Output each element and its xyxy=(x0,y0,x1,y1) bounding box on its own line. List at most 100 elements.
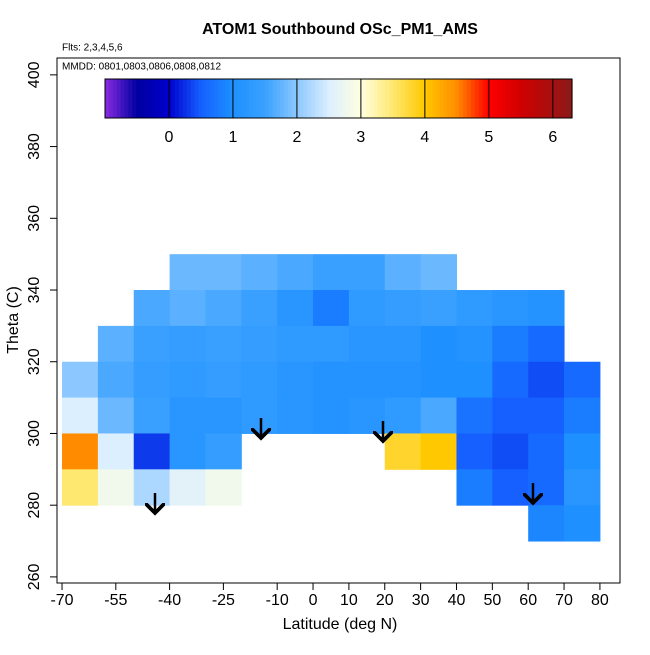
heat-cell xyxy=(205,290,242,327)
heat-cell xyxy=(62,361,99,399)
heat-cell xyxy=(241,397,278,434)
colorbar-swatch xyxy=(206,79,211,118)
colorbar-swatch xyxy=(361,79,367,118)
colorbar-swatch xyxy=(548,79,554,118)
y-tick-label: 400 xyxy=(26,61,43,88)
heat-cell xyxy=(169,433,206,470)
colorbar-swatch xyxy=(443,79,449,118)
colorbar-tick-label: 1 xyxy=(228,129,237,146)
heat-cell xyxy=(97,325,135,363)
colorbar-swatch xyxy=(229,79,235,118)
colorbar-swatch xyxy=(560,79,565,118)
x-tick-label: 10 xyxy=(340,592,358,609)
colorbar-swatch xyxy=(396,79,402,118)
colorbar-swatch xyxy=(408,79,414,118)
heat-cell xyxy=(384,433,422,470)
x-axis-label: Latitude (deg N) xyxy=(283,616,398,633)
colorbar-swatch xyxy=(482,79,487,118)
y-tick-label: 280 xyxy=(26,492,43,519)
colorbar-swatch xyxy=(311,79,316,118)
colorbar-swatch xyxy=(400,79,406,118)
colorbar-swatch xyxy=(217,79,223,118)
colorbar-swatch xyxy=(564,79,569,118)
colorbar-swatch xyxy=(171,79,176,118)
y-tick-label: 360 xyxy=(26,205,43,232)
colorbar-swatch xyxy=(105,79,110,118)
heat-cell xyxy=(313,361,350,399)
heat-cell xyxy=(277,397,314,434)
colorbar-swatch xyxy=(517,79,523,118)
colorbar-swatch xyxy=(365,79,371,118)
colorbar-swatch xyxy=(198,79,203,118)
heat-cell xyxy=(420,397,457,434)
heat-cell xyxy=(62,397,99,434)
colorbar-swatch xyxy=(568,79,573,118)
heat-cell xyxy=(133,397,171,434)
colorbar-swatch xyxy=(299,79,305,118)
heat-cell xyxy=(456,325,493,363)
colorbar-swatch xyxy=(478,79,484,118)
colorbar-swatch xyxy=(354,79,359,118)
heat-cell xyxy=(528,290,565,327)
heat-cell xyxy=(528,397,565,434)
colorbar-swatch xyxy=(276,79,281,118)
colorbar-swatch xyxy=(124,79,129,118)
y-tick-label: 380 xyxy=(26,133,43,160)
heat-cell xyxy=(456,361,493,399)
colorbar-swatch xyxy=(498,79,503,118)
heat-cell xyxy=(348,397,386,434)
colorbar-tick-label: 5 xyxy=(484,129,493,146)
heat-cell xyxy=(492,325,529,363)
colorbar-swatch xyxy=(147,79,153,118)
colorbar-swatch xyxy=(280,79,285,118)
colorbar-swatch xyxy=(404,79,410,118)
heat-cell xyxy=(133,361,171,399)
colorbar-swatch xyxy=(451,79,456,118)
colorbar-swatch xyxy=(494,79,499,118)
heat-cell xyxy=(456,397,493,434)
colorbar-swatch xyxy=(256,79,262,118)
heat-cell xyxy=(384,290,422,327)
colorbar-swatch xyxy=(377,79,382,118)
colorbar-swatch xyxy=(342,79,347,118)
heat-cell xyxy=(313,325,350,363)
colorbar-swatch xyxy=(260,79,266,118)
heat-cell xyxy=(528,325,565,363)
colorbar-frame xyxy=(104,78,573,119)
heat-cell xyxy=(348,254,386,291)
colorbar-swatch xyxy=(424,79,429,118)
colorbar-swatch xyxy=(307,79,312,118)
heat-cell xyxy=(205,361,242,399)
x-tick-label: 20 xyxy=(376,592,394,609)
colorbar-swatch xyxy=(248,79,254,118)
colorbar-tick-label: 6 xyxy=(548,129,557,146)
heat-cell xyxy=(348,361,386,399)
colorbar-swatch xyxy=(322,79,328,118)
heatmap xyxy=(62,254,601,542)
colorbar-swatch xyxy=(116,79,122,118)
heat-cell xyxy=(564,505,601,542)
colorbar-swatch xyxy=(268,79,273,118)
heat-cell xyxy=(528,361,565,399)
arrows xyxy=(155,418,533,513)
colorbar-swatch xyxy=(439,79,445,118)
heat-cell xyxy=(564,469,601,506)
heat-cell xyxy=(420,325,457,363)
heat-cell xyxy=(241,254,278,291)
heat-cell xyxy=(564,361,601,399)
heat-cell xyxy=(492,433,529,470)
colorbar-swatch xyxy=(252,79,258,118)
colorbar-swatch xyxy=(428,79,433,118)
heat-cell xyxy=(133,469,171,506)
colorbar-swatch xyxy=(178,79,184,118)
heat-cell xyxy=(169,254,206,291)
colorbar-swatch xyxy=(151,79,157,118)
heat-cell xyxy=(205,397,242,434)
heat-cell xyxy=(492,290,529,327)
colorbar-swatch xyxy=(552,79,558,118)
heat-cell xyxy=(277,290,314,327)
colorbar-swatch xyxy=(155,79,161,118)
heat-cell xyxy=(420,254,457,291)
heat-cell xyxy=(169,325,206,363)
heat-cell xyxy=(169,361,206,399)
